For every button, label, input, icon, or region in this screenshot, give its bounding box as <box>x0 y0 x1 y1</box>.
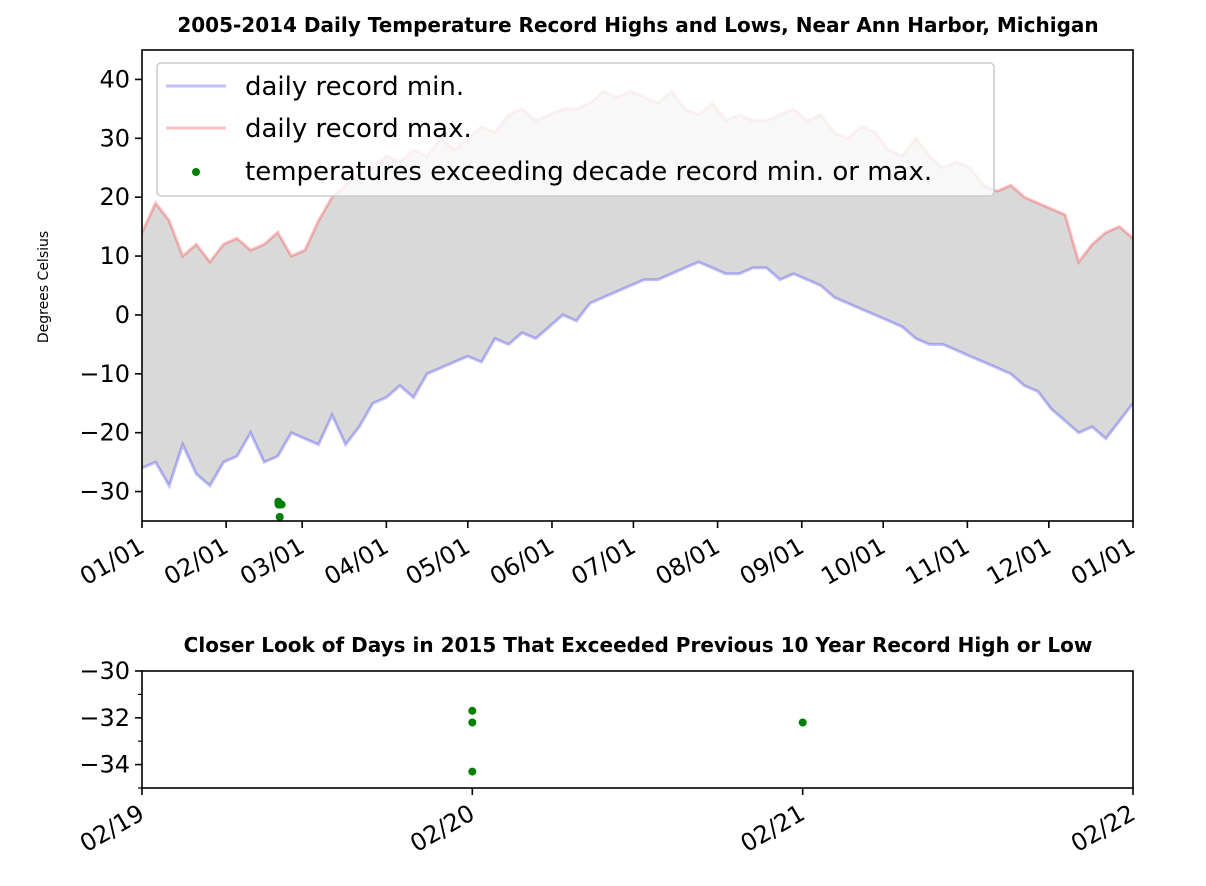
y-tick-label: −30 <box>79 478 130 506</box>
legend-box <box>156 62 995 197</box>
y-tick-label: 40 <box>99 65 130 93</box>
x-tick-label: 09/01 <box>735 532 809 591</box>
exceeding-points <box>274 497 286 521</box>
closer-look-points <box>468 706 807 776</box>
legend: daily record min. daily record max. temp… <box>156 62 995 197</box>
legend-max-label: daily record max. <box>245 114 472 144</box>
plot-frame-2 <box>141 670 1134 789</box>
closer-look-point <box>468 767 477 776</box>
y-axis-ticks-2: −30 −32 −34 <box>79 657 142 789</box>
x-tick-label: 11/01 <box>900 532 974 591</box>
chart-title: 2005-2014 Daily Temperature Record Highs… <box>177 13 1098 37</box>
x-axis-ticks-2: 02/19 02/20 02/21 02/22 <box>75 788 1140 858</box>
x-tick-label: 08/01 <box>651 532 725 591</box>
exceeding-point <box>277 500 286 509</box>
y-tick-label: −20 <box>79 419 130 447</box>
x-tick-label: 05/01 <box>401 532 475 591</box>
x-tick-label: 03/01 <box>235 532 309 591</box>
y-axis-label: Degrees Celsius <box>36 231 52 343</box>
y-tick-label: 20 <box>99 183 130 211</box>
legend-min-label: daily record min. <box>245 72 464 102</box>
y-tick-label: −34 <box>79 751 130 779</box>
x-tick-label: 02/21 <box>736 799 810 858</box>
closer-look-point <box>798 718 807 727</box>
x-tick-label: 10/01 <box>816 532 890 591</box>
closer-look-point <box>468 718 477 727</box>
x-tick-label: 02/20 <box>405 799 479 858</box>
closer-look-chart: Closer Look of Days in 2015 That Exceede… <box>75 633 1140 858</box>
x-tick-label: 01/01 <box>75 532 149 591</box>
closer-look-point <box>468 706 477 715</box>
exceeding-point <box>275 512 284 521</box>
x-tick-label: 02/22 <box>1066 799 1140 858</box>
y-tick-label: 0 <box>115 301 130 329</box>
x-tick-label: 02/01 <box>159 532 233 591</box>
legend-points-swatch <box>192 168 200 176</box>
x-tick-label: 01/01 <box>1066 532 1140 591</box>
chart-title-2: Closer Look of Days in 2015 That Exceede… <box>184 633 1093 657</box>
x-tick-label: 07/01 <box>567 532 641 591</box>
record-min-line <box>141 260 1135 490</box>
x-tick-label: 02/19 <box>75 799 149 858</box>
plot-frame <box>141 49 1134 522</box>
x-axis-ticks: 01/01 02/01 03/01 04/01 05/01 06/01 07/01 08/01… <box>75 521 1140 591</box>
y-tick-label: −30 <box>79 657 130 685</box>
record-temperature-chart: 2005-2014 Daily Temperature Record Highs… <box>36 13 1140 591</box>
x-tick-label: 04/01 <box>319 532 393 591</box>
y-tick-label: −32 <box>79 704 130 732</box>
x-tick-label: 12/01 <box>982 532 1056 591</box>
y-tick-label: 10 <box>99 242 130 270</box>
y-tick-label: 30 <box>99 124 130 152</box>
y-tick-label: −10 <box>79 360 130 388</box>
legend-points-label: temperatures exceeding decade record min… <box>245 157 932 187</box>
y-axis-ticks: 40 30 20 10 0 −10 −20 −30 <box>79 65 142 506</box>
x-tick-label: 06/01 <box>485 532 559 591</box>
